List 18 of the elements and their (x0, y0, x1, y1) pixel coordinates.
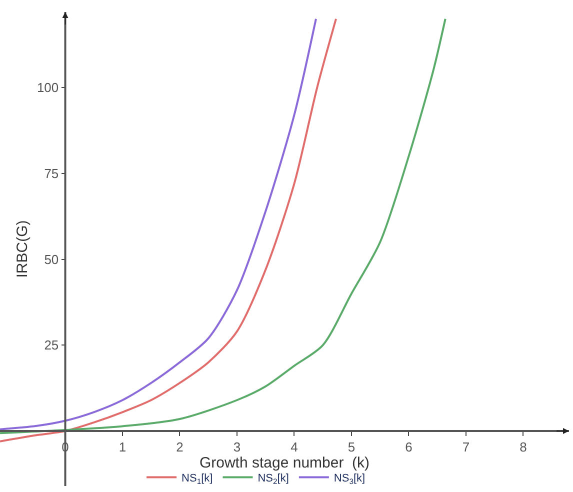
x-tick-label: 1 (118, 440, 126, 455)
x-axis-title: Growth stage number (k) (199, 454, 370, 472)
x-tick-label: 8 (520, 440, 527, 455)
y-tick-label: 25 (44, 338, 59, 353)
x-tick-label: 5 (348, 440, 356, 455)
x-tick-label: 3 (233, 440, 241, 455)
y-axis-title: IRBC(G) (14, 220, 32, 278)
legend-label: NS$_{3}$[k] (334, 472, 366, 486)
legend-label: NS$_{1}$[k] (182, 472, 213, 486)
y-tick-label: 100 (36, 80, 59, 96)
line-series (0, 18, 446, 434)
x-tick-label: 6 (405, 440, 412, 455)
y-tick-label: 50 (44, 252, 59, 267)
x-tick-label: 4 (290, 440, 298, 455)
x-tick-label: 7 (462, 440, 470, 455)
y-tick-label: 75 (44, 166, 59, 181)
legend-label: NS$_{2}$[k] (258, 472, 289, 486)
x-tick-label: 2 (176, 440, 184, 455)
